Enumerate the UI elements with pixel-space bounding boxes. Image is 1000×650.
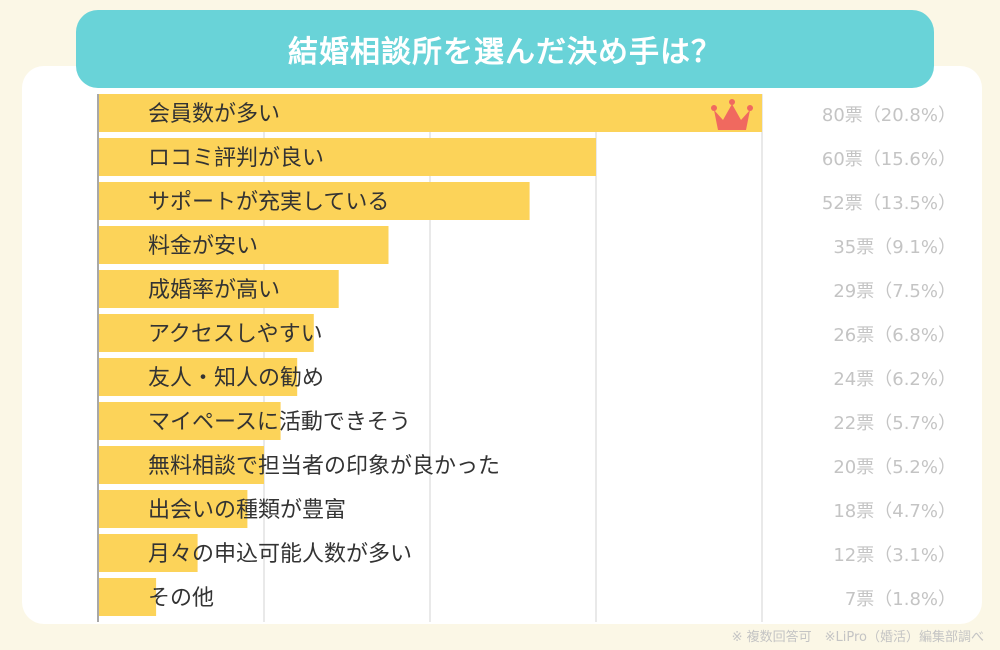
category-label: ロコミ評判が良い: [148, 146, 324, 171]
value-label: 29票（7.5%）: [833, 281, 956, 302]
bar: [98, 226, 389, 264]
value-label: 80票（20.8%）: [822, 105, 956, 126]
crown-icon: [714, 104, 750, 130]
crown-icon-jewel: [711, 105, 717, 111]
bar: [98, 446, 264, 484]
value-label: 52票（13.5%）: [822, 193, 956, 214]
value-label: 7票（1.8%）: [845, 589, 956, 610]
category-label: アクセスしやすい: [148, 322, 323, 347]
category-label: サポートが充実している: [148, 190, 389, 215]
value-label: 26票（6.8%）: [833, 325, 956, 346]
value-label: 35票（9.1%）: [833, 237, 956, 258]
value-label: 60票（15.6%）: [822, 149, 956, 170]
crown-icon-jewel: [747, 105, 753, 111]
bar: [98, 182, 530, 220]
bar: [98, 402, 281, 440]
bar: [98, 138, 596, 176]
category-label: 月々の申込可能人数が多い: [148, 542, 412, 567]
bar: [98, 270, 339, 308]
category-label: 友人・知人の勧め: [148, 366, 324, 391]
value-label: 22票（5.7%）: [833, 413, 956, 434]
chart-title: 結婚相談所を選んだ決め手は？: [288, 35, 722, 70]
title-banner: 結婚相談所を選んだ決め手は？: [76, 10, 934, 88]
bar: [98, 534, 198, 572]
bar: [98, 578, 157, 616]
bar: [98, 358, 298, 396]
value-label: 12票（3.1%）: [833, 545, 956, 566]
category-label: マイペースに活動できそう: [148, 410, 411, 435]
category-label: 成婚率が高い: [148, 278, 280, 303]
category-label: その他: [148, 586, 214, 611]
value-label: 24票（6.2%）: [833, 369, 956, 390]
footnote: ※ 複数回答可 ※LiPro（婚活）編集部調べ: [731, 630, 984, 645]
bar: [98, 314, 314, 352]
value-label: 20票（5.2%）: [833, 457, 956, 478]
bar: [98, 94, 762, 132]
category-label: 無料相談で担当者の印象が良かった: [148, 454, 500, 479]
category-label: 料金が安い: [148, 234, 258, 259]
value-label: 18票（4.7%）: [833, 501, 956, 522]
category-label: 会員数が多い: [148, 102, 280, 127]
category-label: 出会いの種類が豊富: [148, 498, 346, 523]
bar: [98, 490, 248, 528]
crown-icon-jewel: [729, 99, 735, 105]
